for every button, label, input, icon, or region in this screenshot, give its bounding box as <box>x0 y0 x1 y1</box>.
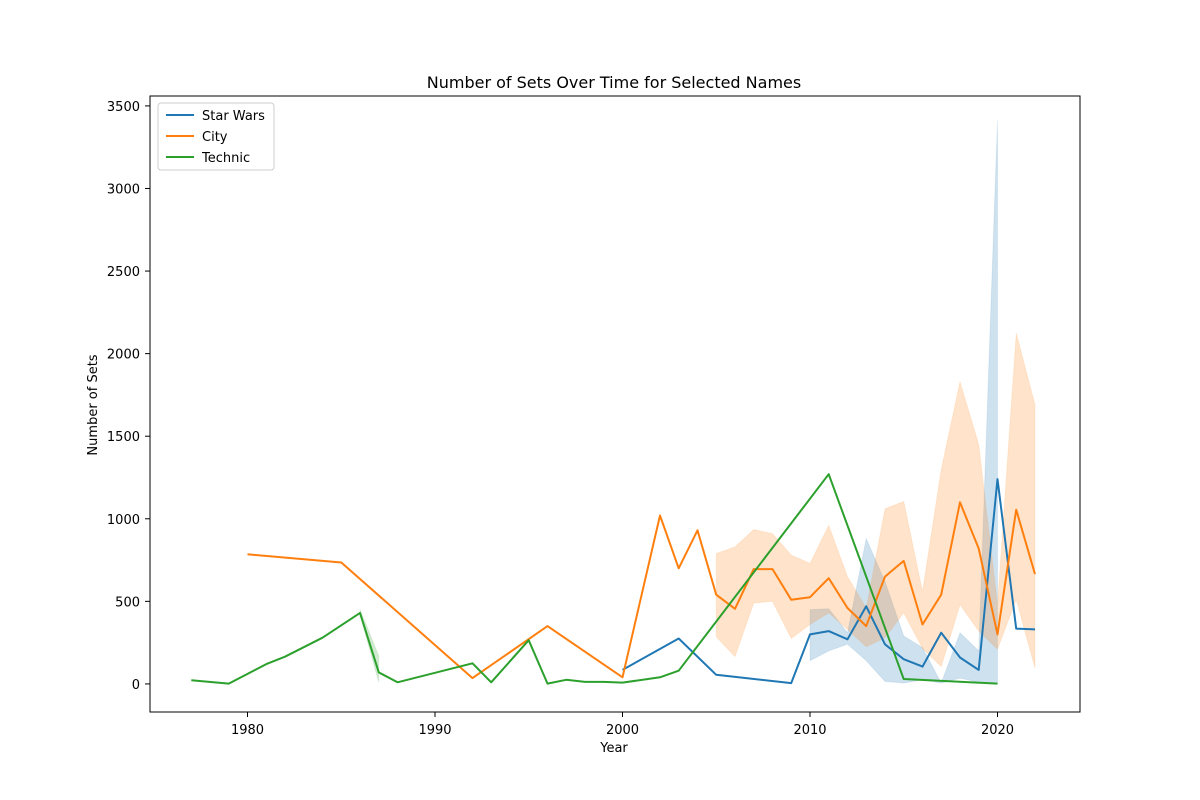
technic-point-6 <box>378 671 380 673</box>
technic-point-15 <box>621 681 623 683</box>
city-band-1 <box>715 332 1036 669</box>
city-point-9 <box>734 608 736 610</box>
city-point-21 <box>959 501 961 503</box>
technic-point-7 <box>396 681 398 683</box>
technic-point-9 <box>490 681 492 683</box>
city-point-24 <box>1015 509 1017 511</box>
star-wars-point-3 <box>790 682 792 684</box>
technic-point-11 <box>546 682 548 684</box>
series-lines <box>190 473 1036 685</box>
legend: Star Wars City Technic <box>157 102 275 171</box>
y-tick-label: 2500 <box>107 265 140 280</box>
technic-point-19 <box>903 678 905 680</box>
y-tick-label: 3500 <box>107 100 140 115</box>
legend-label-star-wars: Star Wars <box>202 109 265 124</box>
city-point-5 <box>659 514 661 516</box>
y-tick-label: 3000 <box>107 182 140 197</box>
plot-frame <box>149 95 1081 713</box>
star-wars-point-15 <box>1015 627 1017 629</box>
technic-series-line <box>191 473 998 685</box>
technic-point-13 <box>584 681 586 683</box>
technic-point-17 <box>678 670 680 672</box>
city-point-12 <box>790 599 792 601</box>
star-wars-point-10 <box>921 665 923 667</box>
technic-point-10 <box>528 639 530 641</box>
star-wars-point-13 <box>978 669 980 671</box>
y-tick-label: 1000 <box>107 513 140 528</box>
star-wars-point-7 <box>865 605 867 607</box>
star-wars-point-8 <box>884 643 886 645</box>
city-point-4 <box>621 676 623 678</box>
y-tick-label: 1500 <box>107 430 140 445</box>
y-axis-ticks: 0 500 1000 1500 2000 2500 3000 3500 <box>107 100 150 693</box>
y-tick-label: 2000 <box>107 348 140 363</box>
technic-point-4 <box>321 637 323 639</box>
city-series-line <box>247 501 1036 680</box>
star-wars-point-5 <box>828 630 830 632</box>
city-point-15 <box>846 607 848 609</box>
city-point-6 <box>678 567 680 569</box>
city-point-17 <box>884 575 886 577</box>
technic-point-12 <box>565 679 567 681</box>
star-wars-point-2 <box>715 674 717 676</box>
x-axis-label: Year <box>599 741 628 756</box>
legend-label-city: City <box>202 130 228 145</box>
legend-box <box>157 102 275 171</box>
star-wars-point-9 <box>903 658 905 660</box>
y-axis-label: Number of Sets <box>86 354 101 455</box>
star-wars-point-11 <box>940 632 942 634</box>
x-tick-label: 2020 <box>981 723 1014 738</box>
city-point-13 <box>809 596 811 598</box>
technic-point-3 <box>284 656 286 658</box>
x-axis-ticks: 1980 1990 2000 2010 2020 <box>231 712 1014 738</box>
star-wars-point-4 <box>809 633 811 635</box>
city-point-23 <box>996 633 998 635</box>
star-wars-point-12 <box>959 656 961 658</box>
technic-point-2 <box>265 663 267 665</box>
technic-point-8 <box>471 662 473 664</box>
star-wars-point-6 <box>846 638 848 640</box>
chart-title: Number of Sets Over Time for Selected Na… <box>427 73 801 92</box>
technic-point-20 <box>996 682 998 684</box>
city-point-25 <box>1034 573 1036 575</box>
y-tick-label: 500 <box>115 595 140 610</box>
city-point-19 <box>921 623 923 625</box>
city-point-18 <box>903 560 905 562</box>
city-point-2 <box>471 677 473 679</box>
city-point-20 <box>940 594 942 596</box>
technic-point-14 <box>603 681 605 683</box>
star-wars-point-16 <box>1034 628 1036 630</box>
star-wars-point-14 <box>996 478 998 480</box>
star-wars-point-1 <box>678 637 680 639</box>
city-point-3 <box>546 625 548 627</box>
y-tick-label: 0 <box>132 678 140 693</box>
legend-label-technic: Technic <box>201 151 250 166</box>
confidence-bands <box>359 120 1036 685</box>
city-point-14 <box>828 577 830 579</box>
city-point-7 <box>696 529 698 531</box>
city-point-22 <box>978 547 980 549</box>
technic-point-1 <box>228 682 230 684</box>
technic-point-5 <box>359 612 361 614</box>
technic-point-0 <box>190 679 192 681</box>
star-wars-series-line <box>622 478 1036 685</box>
x-tick-label: 2000 <box>606 723 639 738</box>
x-tick-label: 1990 <box>418 723 451 738</box>
city-point-11 <box>771 568 773 570</box>
city-point-0 <box>246 553 248 555</box>
city-point-1 <box>340 561 342 563</box>
x-tick-label: 2010 <box>793 723 826 738</box>
technic-point-16 <box>659 676 661 678</box>
x-tick-label: 1980 <box>231 723 264 738</box>
city-point-16 <box>865 625 867 627</box>
city-point-8 <box>715 594 717 596</box>
technic-point-18 <box>828 473 830 475</box>
